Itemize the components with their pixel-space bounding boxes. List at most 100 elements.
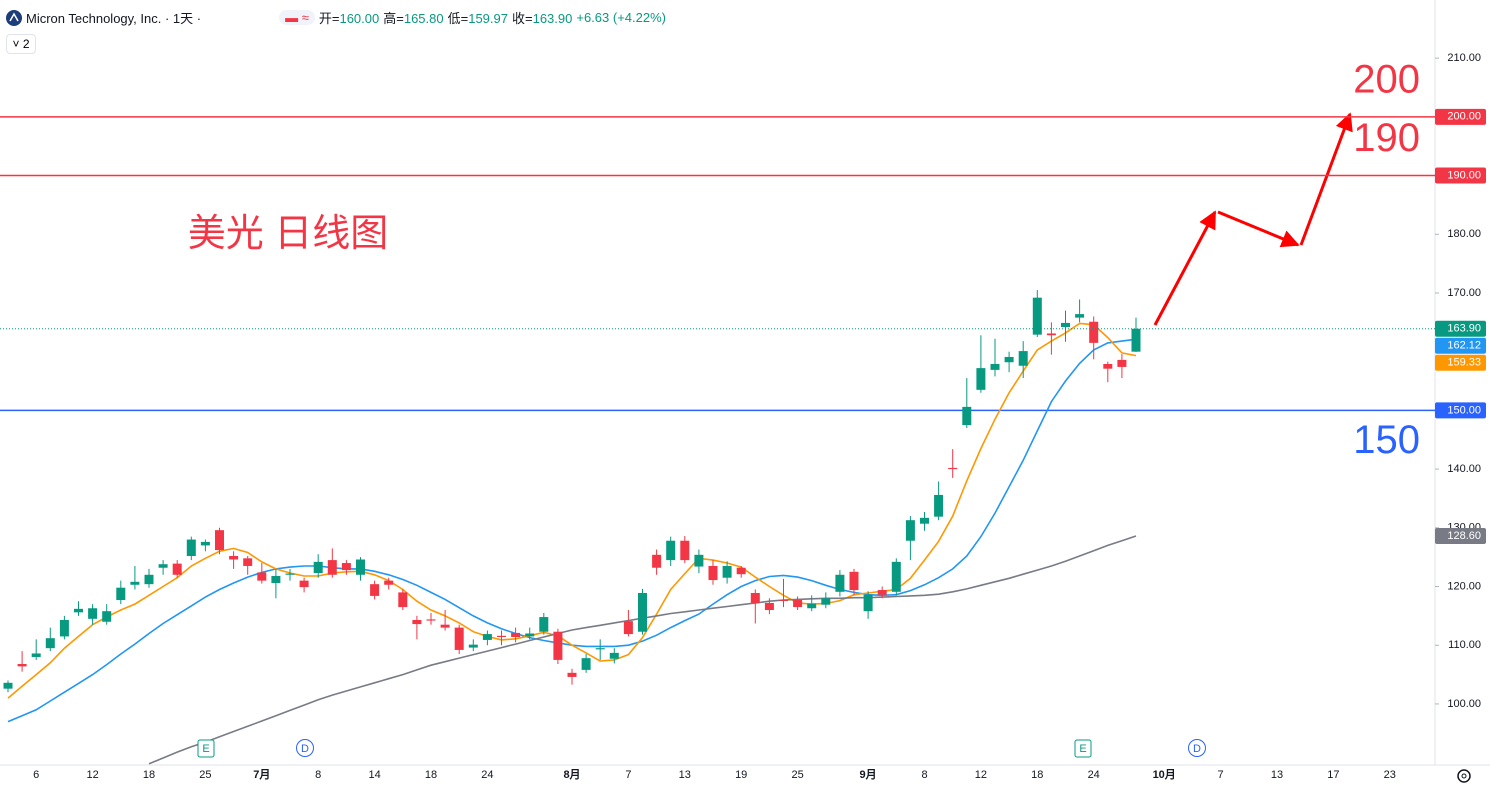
event-label: D [301, 743, 309, 755]
level-price-label-box [1435, 402, 1486, 419]
x-tick-label: 13 [1271, 769, 1283, 781]
level-price-label-box [1435, 108, 1486, 125]
x-tick-label: 24 [481, 769, 493, 781]
candle-body [341, 563, 351, 571]
candle-body [652, 554, 662, 568]
candle-body [454, 627, 464, 650]
x-tick-label: 6 [33, 769, 39, 781]
candle-body [74, 608, 83, 613]
candle-body [172, 563, 182, 575]
candle-body [468, 644, 478, 648]
indicator-toggle[interactable]: ˅ 2 [6, 34, 36, 54]
forecast-arrows [1153, 112, 1353, 326]
ma-price-label: 162.12 [1447, 340, 1481, 352]
candle-body [962, 406, 972, 426]
candle-body [638, 592, 647, 632]
candle-body [623, 621, 633, 635]
ohlc-value: 163.90 [532, 11, 573, 26]
candle-body [1075, 314, 1085, 318]
ohlc-item: 收=163.90 [511, 11, 573, 26]
x-tick-label: 17 [1327, 769, 1339, 781]
y-tick-label: 210.00 [1447, 52, 1481, 64]
candle-body [595, 648, 605, 650]
ohlc-item: 低=159.97 [447, 11, 508, 26]
candle-body [511, 632, 521, 638]
candle-body [1004, 356, 1014, 363]
settings-icon[interactable] [1457, 769, 1471, 783]
toggle[interactable]: ▬ ≈ [279, 10, 315, 25]
candle-body [990, 364, 1000, 370]
candle-body [426, 619, 436, 621]
candle-body [243, 558, 253, 566]
x-tick-label: 24 [1088, 769, 1100, 781]
candle-body [525, 633, 535, 637]
x-tick-label: 25 [791, 769, 803, 781]
candle-body [807, 603, 817, 609]
candle-body [835, 574, 845, 592]
ma-price-label-box [1435, 354, 1486, 371]
x-tick-label: 8 [921, 769, 927, 781]
y-tick-label: 170.00 [1447, 287, 1481, 299]
ma-price-label-box [1435, 337, 1486, 354]
candle-body [1117, 359, 1127, 367]
candle-body [158, 564, 168, 568]
x-tick-label: 8 [315, 769, 321, 781]
candle-body [694, 554, 704, 567]
ohlc-label: 开 [318, 11, 332, 26]
x-tick-label: 12 [86, 769, 98, 781]
candle-body [370, 584, 380, 596]
level-annotation: 200 [1353, 57, 1420, 101]
candle-body [976, 368, 986, 390]
candle-body [567, 672, 577, 677]
ohlc-value: 165.80 [403, 11, 444, 26]
candle-body [440, 624, 450, 628]
y-tick-label: 140.00 [1447, 463, 1481, 475]
candle-body [666, 540, 676, 561]
candle-body [581, 658, 591, 670]
candle-body [482, 634, 492, 640]
event-label: D [1193, 743, 1201, 755]
x-tick-label: 23 [1384, 769, 1396, 781]
candle-body [3, 682, 13, 689]
symbol[interactable]: Micron Technology, Inc. · 1天 · [26, 11, 202, 26]
chart-annotation: 美光 日线图 [188, 213, 389, 255]
candle-body [750, 592, 760, 603]
event-marker [1188, 739, 1206, 757]
candle-body [553, 631, 563, 660]
x-tick-label: 10月 [1153, 768, 1176, 781]
candle-body [497, 635, 506, 638]
y-tick-label: 110.00 [1448, 639, 1481, 651]
level-price-label: 190.00 [1447, 169, 1481, 181]
candle-body [229, 555, 239, 560]
candle-body [849, 571, 859, 591]
candle-body [59, 619, 69, 637]
event-marker [1074, 739, 1092, 758]
indicator-count: 2 [22, 37, 30, 51]
candle-body [186, 539, 196, 556]
candle-body [200, 541, 210, 546]
level-price-label: 200.00 [1447, 111, 1481, 123]
toggle-icon: ≈ [301, 10, 309, 25]
candle-body [793, 600, 803, 608]
symbol-logo [6, 9, 22, 26]
ohlc-value: 160.00 [339, 11, 380, 26]
candle-body [257, 572, 267, 581]
candle-body [736, 567, 746, 575]
ma-price-label: 159.33 [1447, 357, 1481, 369]
candle-body [130, 581, 140, 585]
x-tick-label: 12 [975, 769, 987, 781]
y-tick-label: 100.00 [1447, 698, 1481, 710]
candle-body [271, 575, 281, 583]
candle-body [1018, 351, 1028, 366]
candle-body [299, 580, 309, 588]
moving-average-line [148, 535, 1137, 765]
level-price-label: 150.00 [1447, 404, 1481, 416]
candle-body [863, 594, 873, 612]
x-tick-label: 14 [368, 769, 380, 781]
ma-price-label: 128.60 [1447, 530, 1481, 542]
y-tick-label: 120.00 [1447, 580, 1481, 592]
event-marker [296, 739, 314, 757]
candle-body [1131, 328, 1141, 352]
candle-body [948, 467, 958, 470]
